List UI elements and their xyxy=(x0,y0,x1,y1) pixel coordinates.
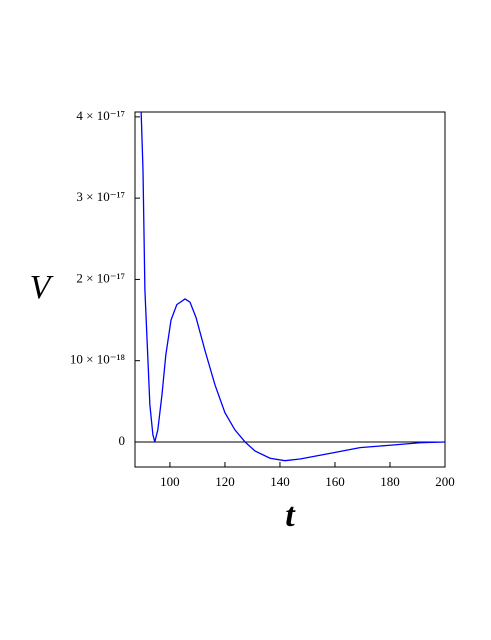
x-axis-title: t xyxy=(285,497,296,534)
x-tick-label: 120 xyxy=(215,474,235,489)
y-tick-label: 0 xyxy=(119,433,126,448)
y-tick-label: 2 × 10⁻¹⁷ xyxy=(76,270,125,285)
x-tick-label: 200 xyxy=(435,474,455,489)
plot-frame xyxy=(134,111,446,468)
y-tick-label: 3 × 10⁻¹⁷ xyxy=(76,189,125,204)
y-axis-title: V xyxy=(30,269,55,306)
x-tick-label: 160 xyxy=(325,474,345,489)
x-tick-label: 180 xyxy=(380,474,400,489)
x-tick-label: 100 xyxy=(160,474,180,489)
data-line xyxy=(140,112,445,462)
y-tick-label: 10 × 10⁻¹⁸ xyxy=(70,352,126,367)
x-tick-label: 140 xyxy=(270,474,290,489)
y-tick-label: 4 × 10⁻¹⁷ xyxy=(76,108,125,123)
